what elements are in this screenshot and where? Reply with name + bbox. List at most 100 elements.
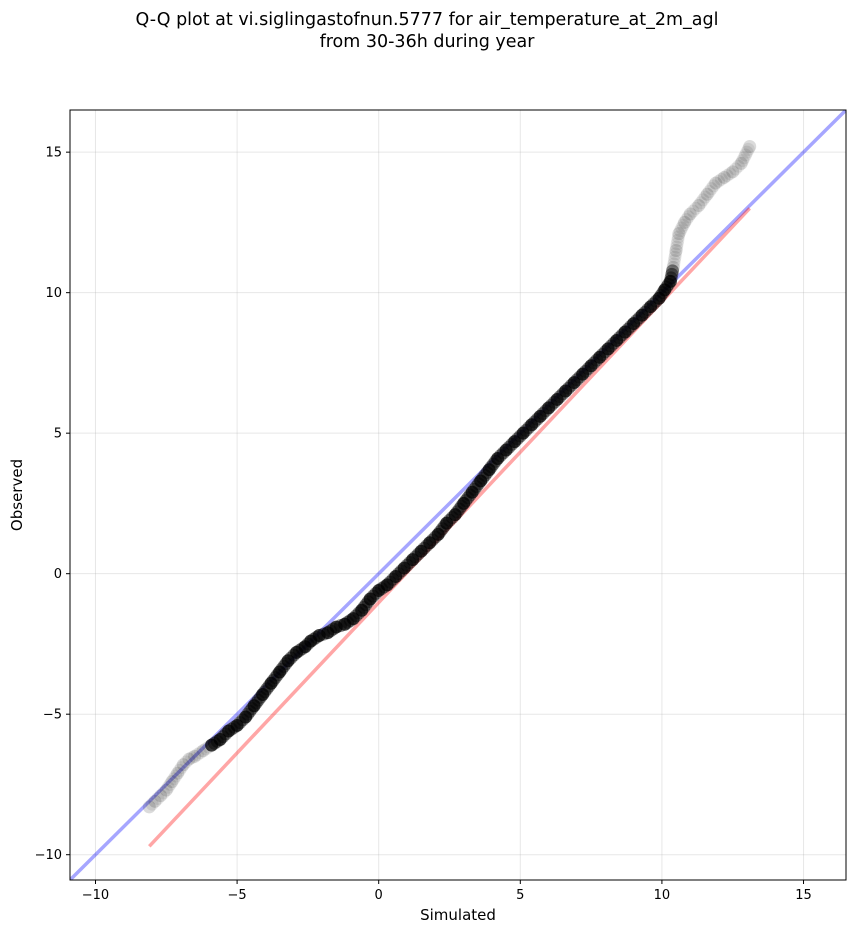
quantile-point — [593, 350, 607, 364]
quantile-point — [584, 359, 598, 373]
quantile-point — [185, 751, 199, 765]
quantile-point — [673, 224, 687, 238]
quantile-point — [676, 218, 690, 232]
quantile-point — [533, 409, 547, 423]
chart-title: Q-Q plot at vi.siglingastofnun.5777 for … — [0, 9, 854, 53]
quantile-point — [154, 789, 168, 803]
chart-title-line-2: from 30-36h during year — [319, 32, 535, 52]
quantile-point — [576, 367, 590, 381]
quantile-point — [686, 204, 700, 218]
quantile-point — [734, 156, 748, 170]
quantile-point — [700, 187, 714, 201]
quantile-point — [726, 165, 740, 179]
quantile-point — [173, 763, 187, 777]
y-tick-label: 10 — [45, 286, 62, 301]
quantile-point — [671, 233, 685, 247]
quantile-point — [182, 752, 196, 766]
x-tick-label: 5 — [516, 888, 524, 903]
quantile-point — [668, 250, 682, 264]
x-tick-label: 0 — [375, 888, 383, 903]
quantile-point — [542, 401, 556, 415]
quantile-point — [666, 260, 680, 274]
quantile-point — [165, 775, 179, 789]
quantile-point — [665, 267, 679, 281]
quantile-point — [670, 240, 684, 254]
quantile-point — [457, 496, 471, 510]
quantile-point — [681, 210, 695, 224]
quantile-point — [678, 215, 692, 229]
plot-frame — [69, 109, 847, 881]
chart-title-line-1: Q-Q plot at vi.siglingastofnun.5777 for … — [135, 10, 719, 30]
quantile-point — [672, 227, 686, 241]
quantile-point — [669, 244, 683, 258]
quantile-point — [694, 196, 708, 210]
quantile-point — [363, 592, 377, 606]
quantile-point — [663, 274, 677, 288]
quantile-point — [714, 172, 728, 186]
x-axis-label: Simulated — [420, 906, 496, 924]
quantile-point — [145, 797, 159, 811]
quantile-point — [188, 749, 202, 763]
quantile-point — [508, 435, 522, 449]
quantile-point — [704, 182, 718, 196]
quantile-point — [692, 199, 706, 213]
identity-line — [70, 110, 846, 880]
quantile-point — [675, 221, 689, 235]
quantile-point — [667, 254, 681, 268]
quantile-point — [737, 151, 751, 165]
quantile-point — [644, 300, 658, 314]
x-tick-label: −5 — [228, 888, 247, 903]
quantile-point — [740, 145, 754, 159]
quantile-point — [346, 612, 360, 626]
quantile-point — [671, 230, 685, 244]
quantile-point — [148, 794, 162, 808]
x-tick-label: −10 — [82, 888, 109, 903]
quantile-point — [151, 792, 165, 806]
quantile-point — [414, 544, 428, 558]
quantile-point — [689, 201, 703, 215]
quantile-point — [720, 169, 734, 183]
quantile-point — [171, 766, 185, 780]
quantile-point — [161, 780, 175, 794]
quantile-point — [440, 516, 454, 530]
quantile-point — [666, 264, 680, 278]
y-tick-label: 15 — [45, 146, 62, 161]
quantile-point — [491, 451, 505, 465]
quantile-point — [176, 758, 190, 772]
quantile-point — [423, 536, 437, 550]
y-axis-label: Observed — [8, 459, 26, 531]
grid — [70, 110, 846, 880]
quantile-point — [667, 257, 681, 271]
quantile-point — [601, 342, 615, 356]
quantile-point — [717, 170, 731, 184]
quantile-point — [239, 710, 253, 724]
quantile-point — [482, 463, 496, 477]
quantile-point — [247, 699, 261, 713]
y-tick-label: 5 — [54, 427, 62, 442]
quantile-point — [256, 688, 270, 702]
quantile-point — [707, 179, 721, 193]
quantile-point — [736, 154, 750, 168]
quantile-point — [525, 418, 539, 432]
quantile-point — [679, 213, 693, 227]
quantile-point — [683, 207, 697, 221]
quantile-point — [567, 376, 581, 390]
quantile-point — [159, 783, 173, 797]
quantile-point — [610, 333, 624, 347]
quantile-point — [741, 142, 755, 156]
quantile-point — [281, 654, 295, 668]
quantile-point — [709, 176, 723, 190]
quantile-point — [380, 578, 394, 592]
quantile-point — [169, 769, 183, 783]
x-tick-label: 15 — [795, 888, 812, 903]
quantile-point — [193, 746, 207, 760]
axis-ticks: −10 −5 0 5 10 15 −10 −5 0 5 10 15 — [35, 146, 812, 903]
x-tick-label: 10 — [654, 888, 671, 903]
quantile-point — [355, 603, 369, 617]
quantile-point — [516, 426, 530, 440]
quantile-point — [635, 308, 649, 322]
quantile-point — [273, 665, 287, 679]
quantile-point — [669, 247, 683, 261]
quantile-point — [729, 162, 743, 176]
